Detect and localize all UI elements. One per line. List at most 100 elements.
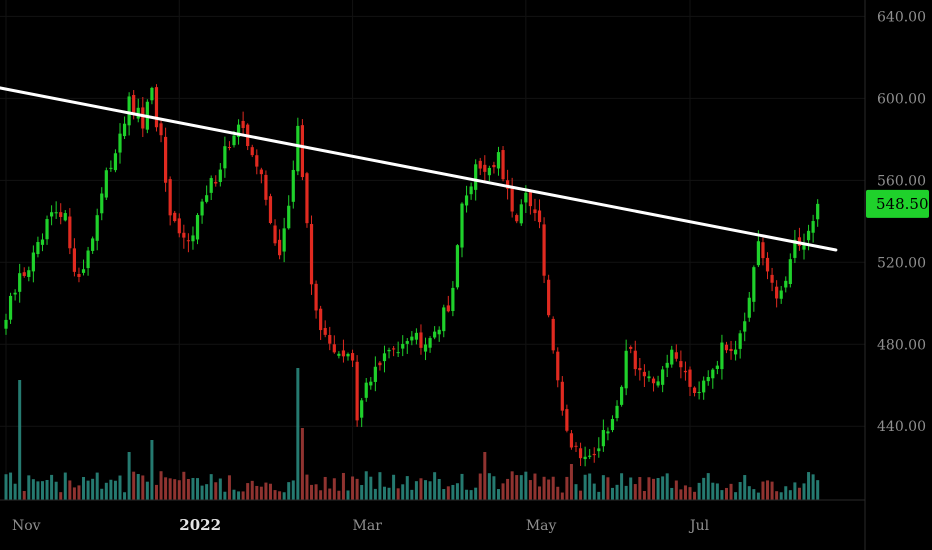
candle-body[interactable] <box>223 146 227 169</box>
candle-body[interactable] <box>743 321 747 332</box>
candle-body[interactable] <box>264 174 268 200</box>
candle-body[interactable] <box>373 366 377 382</box>
candle-body[interactable] <box>209 178 213 193</box>
candle-body[interactable] <box>173 212 177 222</box>
candle-body[interactable] <box>127 96 131 126</box>
candle-body[interactable] <box>674 352 678 359</box>
candle-body[interactable] <box>697 392 701 394</box>
candle-body[interactable] <box>195 214 200 240</box>
candle-body[interactable] <box>670 349 674 365</box>
candle-body[interactable] <box>360 400 364 418</box>
candle-body[interactable] <box>706 377 710 382</box>
candle-body[interactable] <box>487 167 491 176</box>
candle-body[interactable] <box>273 225 277 244</box>
candle-body[interactable] <box>59 212 63 217</box>
candle-body[interactable] <box>578 448 583 459</box>
candle-body[interactable] <box>355 361 359 421</box>
candle-body[interactable] <box>309 224 314 285</box>
candle-body[interactable] <box>27 270 31 277</box>
candle-body[interactable] <box>341 350 346 357</box>
candle-body[interactable] <box>442 307 446 332</box>
candle-body[interactable] <box>81 269 86 273</box>
candle-body[interactable] <box>109 167 113 169</box>
candle-body[interactable] <box>13 292 17 295</box>
candle-body[interactable] <box>428 338 432 348</box>
candle-body[interactable] <box>268 196 273 224</box>
candle-body[interactable] <box>22 272 26 276</box>
candle-body[interactable] <box>419 332 423 348</box>
candle-body[interactable] <box>154 87 159 128</box>
candle-body[interactable] <box>483 164 487 172</box>
candle-body[interactable] <box>227 147 232 149</box>
price-axis[interactable]: 440.00 480.00 520.00 560.00 600.00 640.00 <box>877 9 926 435</box>
candle-body[interactable] <box>542 224 546 276</box>
candle-body[interactable] <box>752 267 756 302</box>
candle-body[interactable] <box>446 305 450 312</box>
candle-body[interactable] <box>45 219 49 240</box>
candle-body[interactable] <box>328 335 332 344</box>
candle-body[interactable] <box>91 238 95 251</box>
candle-body[interactable] <box>469 186 473 195</box>
candle-body[interactable] <box>278 239 282 256</box>
candle-body[interactable] <box>4 319 8 329</box>
candle-body[interactable] <box>756 241 760 266</box>
candle-body[interactable] <box>141 107 145 129</box>
candle-body[interactable] <box>68 216 72 249</box>
candle-body[interactable] <box>405 341 409 344</box>
candle-body[interactable] <box>665 362 669 368</box>
candle-body[interactable] <box>565 409 569 431</box>
candle-body[interactable] <box>761 242 765 259</box>
candle-body[interactable] <box>720 342 724 370</box>
candle-body[interactable] <box>314 283 318 311</box>
candle-body[interactable] <box>86 250 90 269</box>
candle-body[interactable] <box>506 180 510 189</box>
candle-body[interactable] <box>679 361 683 368</box>
candle-body[interactable] <box>191 235 195 242</box>
candle-body[interactable] <box>200 201 204 216</box>
candle-body[interactable] <box>337 353 341 356</box>
candle-body[interactable] <box>501 150 505 180</box>
candle-body[interactable] <box>296 125 300 172</box>
candle-body[interactable] <box>346 353 350 357</box>
candle-body[interactable] <box>647 376 651 379</box>
candle-body[interactable] <box>118 133 122 153</box>
candle-body[interactable] <box>688 369 692 387</box>
candle-body[interactable] <box>8 295 13 320</box>
candle-body[interactable] <box>724 344 729 351</box>
candle-body[interactable] <box>779 290 783 299</box>
candle-body[interactable] <box>601 430 605 447</box>
candle-body[interactable] <box>95 215 99 241</box>
candle-body[interactable] <box>77 273 81 277</box>
candle-body[interactable] <box>692 387 697 393</box>
candle-body[interactable] <box>784 280 788 288</box>
candle-body[interactable] <box>18 273 22 292</box>
candle-body[interactable] <box>332 344 336 353</box>
candle-body[interactable] <box>305 173 309 224</box>
candle-body[interactable] <box>560 381 564 411</box>
candle-body[interactable] <box>547 279 551 316</box>
candle-body[interactable] <box>729 348 733 352</box>
candle-body[interactable] <box>300 125 304 178</box>
candle-body[interactable] <box>510 186 514 212</box>
candle-body[interactable] <box>164 136 168 183</box>
candle-body[interactable] <box>72 248 76 272</box>
time-axis[interactable]: Nov 2022 Mar May Jul <box>12 516 710 534</box>
candle-body[interactable] <box>711 369 715 379</box>
candle-body[interactable] <box>569 433 574 448</box>
candle-body[interactable] <box>214 181 218 184</box>
candle-body[interactable] <box>236 124 241 137</box>
candle-body[interactable] <box>291 169 295 202</box>
candle-body[interactable] <box>259 169 263 175</box>
candle-body[interactable] <box>793 239 797 258</box>
candle-body[interactable] <box>474 164 478 190</box>
candle-body[interactable] <box>788 259 792 284</box>
candle-body[interactable] <box>255 155 259 167</box>
candle-body[interactable] <box>186 240 190 242</box>
candle-body[interactable] <box>36 242 40 255</box>
candle-body[interactable] <box>100 193 104 214</box>
candle-body[interactable] <box>610 418 615 431</box>
candle-body[interactable] <box>574 445 578 447</box>
candle-body[interactable] <box>369 381 373 386</box>
candle-body[interactable] <box>159 123 163 136</box>
candle-body[interactable] <box>50 212 54 217</box>
